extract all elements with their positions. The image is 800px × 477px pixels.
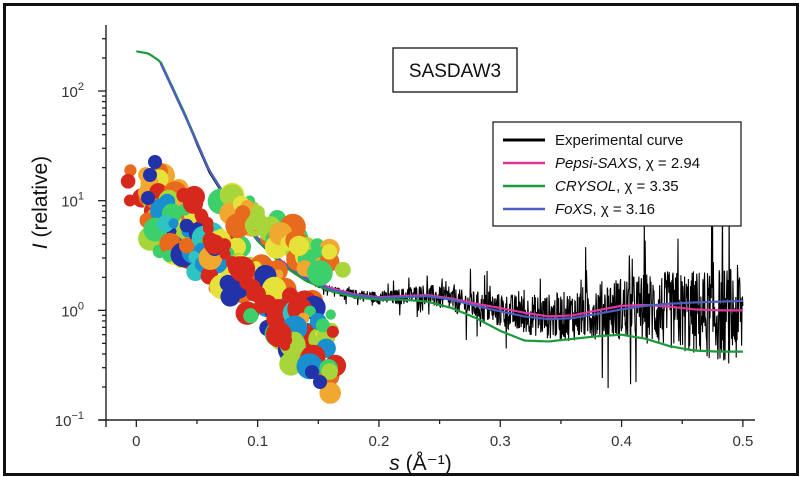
protein-surface-blob xyxy=(168,218,179,229)
x-axis-title: s (Å⁻¹) xyxy=(389,452,451,475)
y-tick-label: 100 xyxy=(61,300,84,320)
protein-surface-blob xyxy=(143,168,157,182)
protein-surface-blob xyxy=(321,244,338,260)
protein-surface-blob xyxy=(313,375,327,389)
series-line-foxs xyxy=(159,62,743,321)
chart-title: SASDAW3 xyxy=(409,61,501,82)
protein-surface-blob xyxy=(257,294,277,314)
title-box: SASDAW3 xyxy=(392,47,518,93)
legend-entry-label: CRYSOL, χ = 3.35 xyxy=(555,178,679,195)
protein-surface-blob xyxy=(251,212,267,228)
protein-surface-blob xyxy=(315,318,330,333)
protein-surface-blob xyxy=(217,238,232,252)
y-tick-label: 101 xyxy=(61,191,84,211)
title-frame xyxy=(392,47,518,93)
legend-entry-label: Pepsi-SAXS, χ = 2.94 xyxy=(555,155,700,172)
legend-entry-label: Experimental curve xyxy=(555,132,683,149)
protein-surface-blob xyxy=(288,235,309,256)
protein-surface-blob xyxy=(124,164,137,177)
protein-surface-blob xyxy=(325,309,336,320)
y-tick-label: 10−1 xyxy=(55,410,84,430)
protein-surface-blob xyxy=(179,237,195,254)
protein-surface-blob xyxy=(148,155,162,169)
protein-surface-blob xyxy=(204,234,225,255)
protein-surface-blob xyxy=(157,215,174,233)
legend-entry-label: FoXS, χ = 3.16 xyxy=(555,201,655,218)
y-tick-label: 102 xyxy=(61,81,84,101)
protein-structure-inset xyxy=(120,155,351,404)
protein-surface-blob xyxy=(120,174,136,189)
protein-surface-blob xyxy=(183,193,203,214)
protein-surface-blob xyxy=(319,382,342,404)
y-axis-title: I (relative) xyxy=(29,156,52,249)
protein-surface-blob xyxy=(307,260,333,286)
protein-surface-blob xyxy=(202,223,214,234)
protein-surface-blob xyxy=(321,363,339,380)
axes: 0 0.1 0.2 0.3 0.4 0.5 10−1 100 101 102 s (Å⁻¹) I (r… xyxy=(29,25,755,475)
x-tick-label: 0 xyxy=(132,433,140,450)
protein-surface-blob xyxy=(305,365,319,379)
protein-surface-blob xyxy=(243,308,259,324)
legend: Experimental curve Pepsi-SAXS, χ = 2.94 CR… xyxy=(492,121,742,227)
protein-surface-blob xyxy=(235,205,251,221)
protein-surface-blob xyxy=(141,191,155,205)
protein-surface-blob xyxy=(123,194,136,207)
x-tick-label: 0.2 xyxy=(369,433,390,450)
protein-surface-blob xyxy=(219,248,231,260)
protein-surface-blob xyxy=(326,325,339,338)
x-tick-label: 0.1 xyxy=(247,433,268,450)
x-tick-label: 0.5 xyxy=(732,433,753,450)
protein-surface-blob xyxy=(280,340,291,351)
x-tick-label: 0.3 xyxy=(490,433,511,450)
x-tick-label: 0.4 xyxy=(611,433,632,450)
protein-surface-blob xyxy=(335,261,351,278)
